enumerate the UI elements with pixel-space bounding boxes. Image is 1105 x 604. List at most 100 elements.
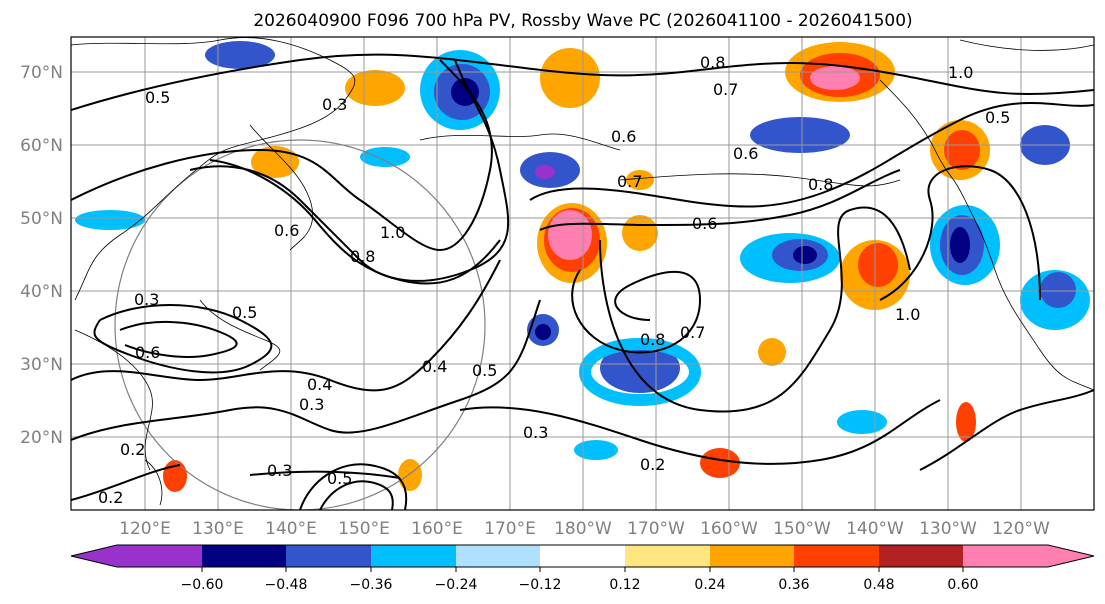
- lon-label: 120°W: [992, 519, 1050, 539]
- shade-positive-region: [251, 146, 299, 178]
- shade-positive-region: [858, 243, 898, 287]
- colorbar-tick-label: −0.24: [435, 577, 478, 593]
- contour-label: 0.5: [145, 88, 170, 107]
- colorbar-tick-label: 0.48: [863, 577, 894, 593]
- colorbar-tick-label: −0.48: [265, 577, 308, 593]
- colorbar-segment: [794, 545, 879, 567]
- contour-label: 0.7: [680, 323, 705, 342]
- shade-positive-region: [540, 48, 600, 108]
- colorbar-segment: [286, 545, 371, 567]
- contour-label: 0.3: [134, 290, 159, 309]
- lat-label: 30°N: [20, 355, 63, 375]
- shade-negative-region: [950, 227, 970, 263]
- colorbar-segment: [710, 545, 794, 567]
- contour-label: 0.7: [617, 172, 642, 191]
- shade-positive-region: [758, 338, 786, 366]
- contour-labels: 0.5 0.8 0.7 1.0 0.5 0.6 0.6 0.7 0.8 0.6 …: [98, 53, 1010, 507]
- colorbar-over-arrow: [1048, 545, 1094, 567]
- colorbar-segment: [625, 545, 710, 567]
- lon-label: 150°W: [773, 519, 831, 539]
- contour-label: 0.2: [120, 440, 145, 459]
- contour-label: 0.6: [611, 127, 636, 146]
- shade-positive-region: [345, 70, 405, 106]
- lon-label: 150°E: [338, 519, 390, 539]
- lon-label: 170°W: [627, 519, 685, 539]
- shade-negative-region: [579, 338, 701, 406]
- contour-label: 0.6: [135, 343, 160, 362]
- shade-negative-region: [600, 343, 680, 393]
- shade-positive-region: [163, 460, 187, 492]
- shade-positive-region: [398, 459, 422, 491]
- shade-positive-region: [548, 210, 592, 260]
- contour-label: 0.6: [692, 214, 717, 233]
- contour-label: 0.4: [422, 357, 447, 376]
- colorbar-segment: [540, 545, 625, 567]
- contour-label: 0.8: [640, 330, 665, 349]
- colorbar-tick-label: −0.60: [181, 577, 224, 593]
- colorbar-segment: [117, 545, 202, 567]
- figure-title: 2026040900 F096 700 hPa PV, Rossby Wave …: [253, 11, 912, 31]
- latitude-labels: 70°N 60°N 50°N 40°N 30°N 20°N: [20, 63, 63, 448]
- pv-contours: [71, 53, 1094, 510]
- contour-label: 0.6: [274, 221, 299, 240]
- shade-positive-region: [622, 215, 658, 251]
- colorbar-tick-label: 0.24: [694, 577, 725, 593]
- shade-positive-region: [700, 448, 740, 478]
- lat-label: 60°N: [20, 136, 63, 156]
- contour-label: 0.3: [523, 423, 548, 442]
- shade-negative-region: [360, 147, 410, 167]
- lat-label: 70°N: [20, 63, 63, 83]
- contour-label: 1.0: [948, 63, 973, 82]
- contour-label: 0.8: [700, 53, 725, 72]
- lat-label: 40°N: [20, 282, 63, 302]
- lon-label: 140°E: [265, 519, 317, 539]
- colorbar: −0.60 −0.48 −0.36 −0.24 −0.12 0.12 0.24 …: [70, 544, 1095, 593]
- colorbar-ticks: [201, 567, 964, 572]
- lon-label: 160°W: [700, 519, 758, 539]
- colorbar-outline: [70, 544, 1095, 568]
- map-panel: 0.5 0.8 0.7 1.0 0.5 0.6 0.6 0.7 0.8 0.6 …: [20, 36, 1095, 539]
- colorbar-segment: [963, 545, 1048, 567]
- contour-label: 0.3: [322, 95, 347, 114]
- colorbar-segment: [371, 545, 456, 567]
- lon-label: 160°E: [411, 519, 463, 539]
- contour-label: 0.6: [733, 144, 758, 163]
- shade-negative-region: [205, 41, 275, 69]
- contour-label: 0.3: [267, 461, 292, 480]
- lat-label: 50°N: [20, 209, 63, 229]
- shade-negative-region: [793, 246, 817, 264]
- shade-negative-region: [535, 165, 555, 179]
- colorbar-segment: [879, 545, 963, 567]
- colorbar-tick-label: 0.60: [947, 577, 978, 593]
- longitude-labels: 120°E 130°E 140°E 150°E 160°E 170°E 180°…: [119, 519, 1050, 539]
- contour-label: 1.0: [895, 305, 920, 324]
- lon-label: 130°E: [192, 519, 244, 539]
- map-frame: [70, 36, 1095, 511]
- colorbar-segment: [202, 545, 286, 567]
- colorbar-tick-label: −0.12: [519, 577, 562, 593]
- contour-label: 0.8: [350, 247, 375, 266]
- shade-positive-region: [626, 170, 654, 190]
- lon-label: 120°E: [119, 519, 171, 539]
- lon-label: 140°W: [846, 519, 904, 539]
- shade-positive-region: [956, 402, 976, 442]
- contour-label: 1.0: [380, 223, 405, 242]
- shade-negative-region: [837, 410, 887, 434]
- contour-label: 0.4: [307, 375, 332, 394]
- shade-negative-region: [75, 210, 145, 230]
- contour-label: 0.5: [985, 108, 1010, 127]
- contour-label: 0.2: [98, 488, 123, 507]
- lon-label: 130°W: [919, 519, 977, 539]
- range-circle: [114, 139, 486, 510]
- lon-label: 180°W: [554, 519, 612, 539]
- colorbar-under-arrow: [71, 545, 117, 567]
- colorbar-segment: [456, 545, 540, 567]
- contour-label: 0.5: [472, 361, 497, 380]
- contour-label: 0.5: [232, 303, 257, 322]
- contour-label: 0.8: [808, 175, 833, 194]
- shade-positive-region: [944, 130, 980, 170]
- colorbar-tick-label: 0.36: [778, 577, 809, 593]
- colorbar-tick-label: 0.12: [609, 577, 640, 593]
- contour-label: 0.7: [713, 80, 738, 99]
